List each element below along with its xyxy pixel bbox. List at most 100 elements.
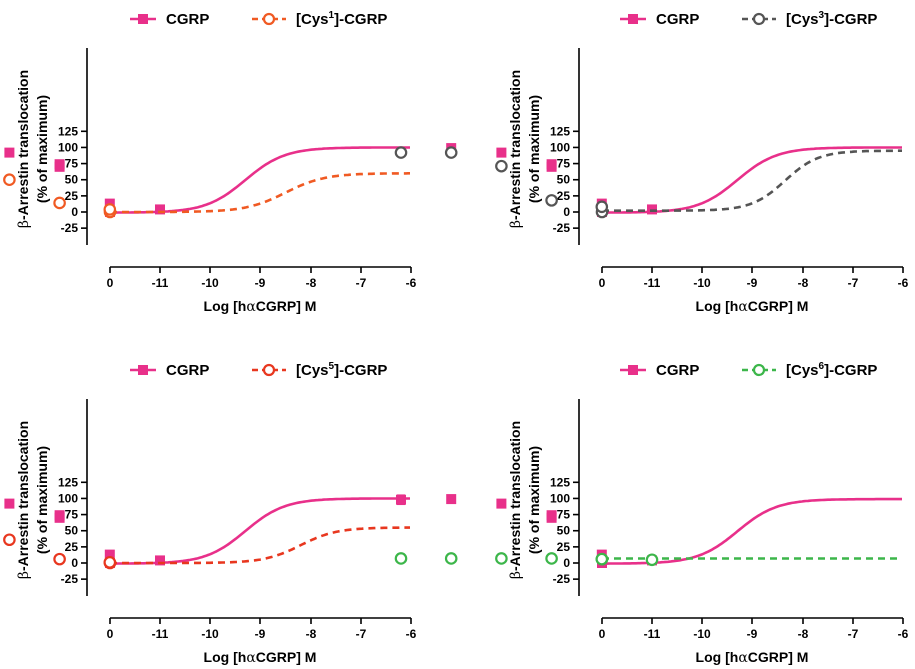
y-tick-label: 75: [65, 508, 79, 522]
y-axis-title-line2: (% of maximum): [526, 446, 542, 554]
y-tick-label: 125: [550, 475, 570, 489]
fit-curve: [110, 146, 410, 214]
data-point: [545, 552, 558, 565]
x-tick-label: -11: [644, 276, 661, 290]
data-point: [546, 159, 557, 170]
x-tick-label: -11: [152, 276, 169, 290]
data-point: [495, 552, 508, 565]
data-point: [496, 147, 507, 158]
y-tick-label: 100: [550, 491, 570, 505]
legend-label: [Cys3]-CGRP: [786, 10, 877, 28]
y-tick-label: 0: [563, 205, 570, 219]
data-point: [394, 552, 408, 565]
data-point: [4, 147, 15, 158]
y-tick-label: 100: [58, 140, 78, 154]
data-point: [155, 555, 165, 566]
x-tick-label: -10: [201, 627, 219, 641]
y-axis: -25 0 25 50 75 100 125: [58, 48, 88, 245]
y-tick-label: -25: [553, 572, 571, 586]
legend-label: [Cys1]-CGRP: [296, 10, 387, 28]
y-tick-label: 50: [65, 524, 79, 538]
x-tick-label: -11: [152, 627, 169, 641]
data-point: [645, 553, 659, 567]
x-tick-label: -7: [848, 276, 859, 290]
legend: CGRP [Cys5]-CGRP: [130, 361, 387, 379]
y-tick-label: 75: [557, 157, 571, 171]
y-axis: -25 0 25 50 75 100 125: [550, 399, 580, 596]
y-tick-label: -25: [61, 221, 79, 235]
legend-label: CGRP: [656, 362, 699, 379]
legend-label: [Cys5]-CGRP: [296, 361, 387, 379]
data-point: [4, 498, 15, 509]
x-axis: 0 -11 -10 -9 -8 -7 -6: [107, 617, 417, 641]
x-tick-label: -6: [898, 276, 909, 290]
chart-panel-2: CGRP [Cys3]-CGRP -25 0 25 50 75 100 125 0 -11 -10 -9…: [394, 10, 909, 315]
y-tick-label: 125: [58, 475, 78, 489]
y-tick-label: 75: [557, 508, 571, 522]
x-tick-label: -10: [693, 276, 711, 290]
chart-panel-4: CGRP [Cys6]-CGRP -25 0 25 50 75 100 125 0 -11 -10 -9…: [394, 361, 909, 666]
data-point: [496, 498, 507, 509]
legend-marker: [262, 12, 276, 26]
series-2: [3, 526, 410, 570]
x-axis: 0 -11 -10 -9 -8 -7 -6: [599, 266, 909, 290]
chart-panel-3: CGRP [Cys5]-CGRP -25 0 25 50 75 100 125 0 -11 -10 -9…: [3, 361, 417, 666]
data-point: [396, 494, 406, 505]
x-tick-label: 0: [107, 627, 114, 641]
x-axis: 0 -11 -10 -9 -8 -7 -6: [599, 617, 909, 641]
fit-curve: [602, 149, 902, 212]
data-point: [546, 510, 557, 521]
x-tick-label: -6: [406, 627, 417, 641]
x-tick-label: -6: [898, 627, 909, 641]
legend: CGRP [Cys3]-CGRP: [620, 10, 877, 28]
data-point: [3, 173, 16, 187]
y-axis-title: β-Arrestin translocation: [507, 421, 524, 579]
series-2: [394, 552, 902, 567]
legend-label: CGRP: [166, 11, 209, 28]
y-tick-label: 50: [557, 173, 571, 187]
legend-marker: [628, 365, 638, 375]
data-point: [545, 194, 558, 207]
y-tick-label: 25: [557, 189, 571, 203]
y-tick-label: -25: [61, 572, 79, 586]
legend: CGRP [Cys1]-CGRP: [130, 10, 387, 28]
y-tick-label: 125: [58, 124, 78, 138]
x-axis-title: Log [hαCGRP] M: [696, 298, 809, 315]
chart-panel-1: CGRP [Cys1]-CGRP -25 0 25 50 75 100 125 0 -11 -10 -9…: [3, 10, 417, 315]
legend-marker: [752, 12, 766, 26]
y-axis-title-line2: (% of maximum): [34, 446, 50, 554]
x-axis-title: Log [hαCGRP] M: [204, 649, 317, 666]
x-tick-label: -9: [747, 627, 758, 641]
y-tick-label: -25: [553, 221, 571, 235]
data-point: [495, 159, 508, 173]
x-axis: 0 -11 -10 -9 -8 -7 -6: [107, 266, 417, 290]
data-point: [53, 196, 66, 210]
data-point: [3, 533, 16, 547]
legend-label: CGRP: [166, 362, 209, 379]
x-axis-title: Log [hαCGRP] M: [696, 649, 809, 666]
x-tick-label: -7: [356, 627, 367, 641]
y-tick-label: 50: [557, 524, 571, 538]
y-tick-label: 0: [71, 556, 78, 570]
y-tick-label: 100: [58, 491, 78, 505]
y-axis-title-line2: (% of maximum): [526, 95, 542, 203]
data-point: [103, 556, 117, 569]
y-tick-label: 50: [65, 173, 79, 187]
fit-curve: [110, 526, 410, 565]
y-axis-title: β-Arrestin translocation: [15, 421, 32, 579]
data-point: [53, 552, 66, 566]
legend-label: [Cys6]-CGRP: [786, 361, 877, 379]
x-tick-label: -10: [201, 276, 219, 290]
y-tick-label: 0: [71, 205, 78, 219]
data-point: [54, 510, 65, 521]
legend: CGRP [Cys6]-CGRP: [620, 361, 877, 379]
y-tick-label: 0: [563, 556, 570, 570]
x-tick-label: -8: [798, 627, 809, 641]
legend-marker: [138, 14, 148, 24]
legend-marker: [628, 14, 638, 24]
y-tick-label: 25: [65, 540, 79, 554]
x-tick-label: -7: [848, 627, 859, 641]
x-tick-label: -7: [356, 276, 367, 290]
y-tick-label: 25: [65, 189, 79, 203]
